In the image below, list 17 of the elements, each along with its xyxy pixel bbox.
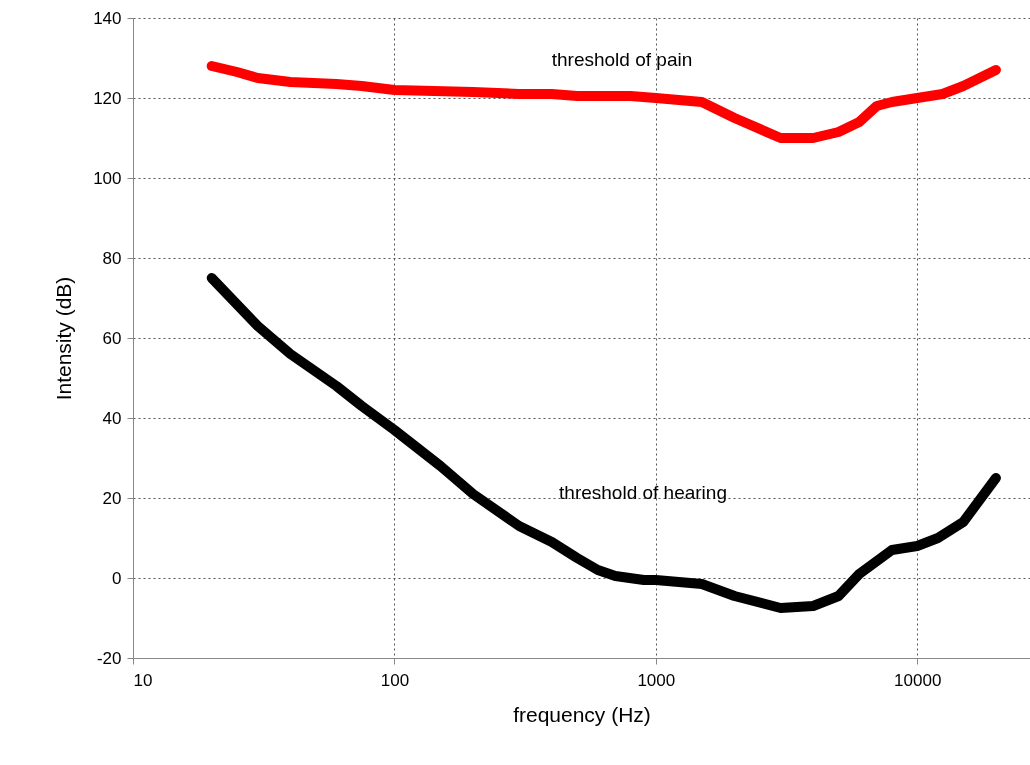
x-tick-label: 1000	[637, 670, 676, 690]
y-tick-label: 80	[102, 248, 122, 268]
y-axis-title: Intensity (dB)	[52, 276, 76, 401]
y-tick-label: 140	[93, 8, 122, 28]
y-tick-label: 100	[93, 168, 122, 188]
x-tick-label: 10000	[894, 670, 942, 690]
x-axis-title: frequency (Hz)	[513, 702, 651, 726]
y-tick-label: 0	[112, 568, 122, 588]
x-tick-label: 100	[380, 670, 410, 690]
x-tick-label: 10	[133, 670, 153, 690]
y-tick-label: 40	[102, 408, 122, 428]
y-tick-label: 20	[102, 488, 122, 508]
annotation: threshold of hearing	[559, 482, 727, 503]
y-tick-label: 120	[93, 88, 122, 108]
y-tick-label: -20	[96, 648, 122, 668]
annotation: threshold of pain	[551, 49, 693, 70]
y-tick-label: 60	[102, 328, 122, 348]
